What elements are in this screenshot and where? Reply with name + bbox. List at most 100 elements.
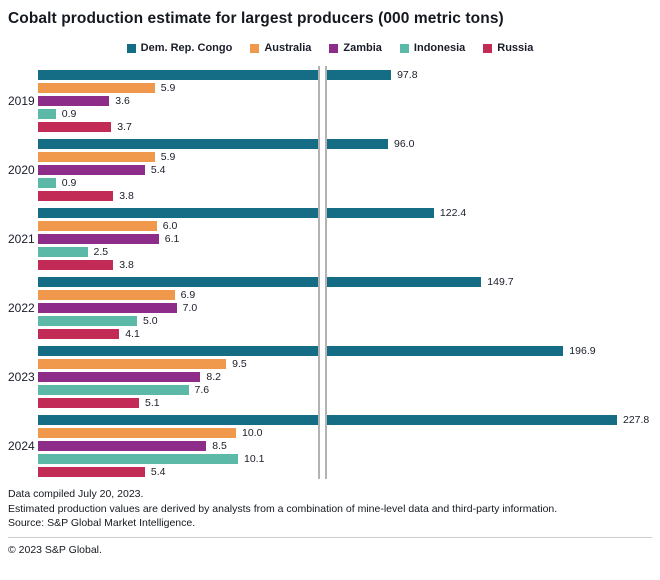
legend-swatch-icon [483, 43, 493, 53]
legend-label: Indonesia [413, 42, 466, 54]
bar-dem-rep-congo-2022 [38, 277, 482, 287]
bar-row: 5.9 [38, 151, 652, 163]
value-label: 3.6 [115, 95, 130, 107]
value-label: 4.1 [125, 328, 140, 340]
bar-row: 122.4 [38, 207, 652, 219]
value-label: 6.1 [164, 233, 180, 245]
legend-label: Zambia [343, 42, 382, 54]
bar-row: 196.9 [38, 345, 652, 357]
value-label: 5.9 [160, 151, 176, 163]
bar-row: 10.0 [38, 427, 652, 439]
legend-item-dem-rep-congo: Dem. Rep. Congo [126, 42, 233, 54]
bar-zambia-2021 [38, 234, 159, 244]
legend-item-zambia: Zambia [329, 42, 382, 54]
legend-swatch-icon [126, 43, 136, 53]
bar-indonesia-2020 [38, 178, 56, 188]
year-axis-label: 2024 [8, 439, 35, 453]
bar-row: 6.9 [38, 289, 652, 301]
footer-divider [8, 537, 652, 539]
year-group-2023: 2023 196.9 9.5 8.2 7.6 5.1 [8, 345, 652, 409]
bar-row: 10.1 [38, 453, 652, 465]
bar-australia-2020 [38, 152, 155, 162]
bar-row: 0.9 [38, 177, 652, 189]
legend-label: Dem. Rep. Congo [140, 42, 233, 54]
value-label: 5.1 [145, 397, 160, 409]
value-label: 96.0 [394, 138, 415, 150]
bar-russia-2020 [38, 191, 114, 201]
bar-row: 149.7 [38, 276, 652, 288]
bar-indonesia-2021 [38, 247, 88, 257]
value-label: 9.5 [232, 358, 247, 370]
bar-indonesia-2019 [38, 109, 56, 119]
value-label: 8.5 [212, 440, 227, 452]
bar-russia-2021 [38, 260, 114, 270]
year-axis-label: 2020 [8, 163, 35, 177]
value-label: 5.4 [150, 164, 166, 176]
bar-row: 0.9 [38, 108, 652, 120]
legend-swatch-icon [250, 43, 260, 53]
footnote-methodology: Estimated production values are derived … [8, 502, 558, 515]
bar-row: 7.0 [38, 302, 652, 314]
bar-row: 3.8 [38, 190, 652, 202]
bar-zambia-2023 [38, 372, 201, 382]
bar-dem-rep-congo-2024 [38, 415, 617, 425]
value-label: 5.4 [150, 466, 166, 478]
bar-australia-2022 [38, 290, 175, 300]
bar-indonesia-2023 [38, 385, 189, 395]
value-label: 6.0 [162, 220, 178, 232]
bar-row: 97.8 [38, 69, 652, 81]
bar-indonesia-2022 [38, 316, 137, 326]
copyright: © 2023 S&P Global. [8, 544, 102, 557]
year-axis-label: 2019 [8, 94, 35, 108]
bar-row: 5.4 [38, 466, 652, 478]
footnote-source: Source: S&P Global Market Intelligence. [8, 517, 196, 530]
value-label: 7.6 [194, 384, 210, 396]
legend-swatch-icon [399, 43, 409, 53]
bar-zambia-2020 [38, 165, 145, 175]
legend-label: Australia [264, 42, 312, 54]
value-label: 3.8 [119, 190, 134, 202]
bar-australia-2023 [38, 359, 227, 369]
bar-zambia-2024 [38, 441, 207, 451]
bar-russia-2024 [38, 467, 145, 477]
year-axis-label: 2022 [8, 301, 35, 315]
plot-area: 2019 97.8 5.9 3.6 0.9 3.7 2020 96.0 5.9 5.4 0.9 3.8… [8, 66, 652, 479]
legend: Dem. Rep. Congo Australia Zambia Indonesia R… [8, 42, 652, 54]
bar-russia-2023 [38, 398, 139, 408]
bar-australia-2024 [38, 428, 236, 438]
bar-australia-2021 [38, 221, 157, 231]
year-group-2022: 2022 149.7 6.9 7.0 5.0 4.1 [8, 276, 652, 340]
axis-break-marker [318, 66, 327, 479]
legend-swatch-icon [329, 43, 339, 53]
bar-row: 6.1 [38, 233, 652, 245]
value-label: 149.7 [487, 276, 514, 288]
bar-russia-2019 [38, 122, 112, 132]
value-label: 196.9 [569, 345, 596, 357]
value-label: 0.9 [61, 177, 77, 189]
bar-row: 4.1 [38, 328, 652, 340]
bar-dem-rep-congo-2021 [38, 208, 434, 218]
value-label: 5.9 [160, 82, 176, 94]
value-label: 2.5 [93, 246, 109, 258]
bar-dem-rep-congo-2023 [38, 346, 564, 356]
bar-row: 7.6 [38, 384, 652, 396]
bar-australia-2019 [38, 83, 155, 93]
value-label: 8.2 [206, 371, 221, 383]
legend-item-russia: Russia [483, 42, 533, 54]
value-label: 122.4 [439, 207, 467, 219]
bar-row: 8.5 [38, 440, 652, 452]
bar-row: 96.0 [38, 138, 652, 150]
year-group-2020: 2020 96.0 5.9 5.4 0.9 3.8 [8, 138, 652, 202]
value-label: 3.7 [117, 121, 132, 133]
value-label: 3.8 [119, 259, 134, 271]
value-label: 5.0 [143, 315, 158, 327]
bar-indonesia-2024 [38, 454, 238, 464]
bar-row: 3.6 [38, 95, 652, 107]
year-group-2024: 2024 227.8 10.0 8.5 10.1 5.4 [8, 414, 652, 478]
value-label: 10.0 [242, 427, 263, 439]
chart-title: Cobalt production estimate for largest p… [8, 10, 504, 27]
bar-row: 2.5 [38, 246, 652, 258]
value-label: 6.9 [180, 289, 196, 301]
bar-row: 6.0 [38, 220, 652, 232]
bar-zambia-2019 [38, 96, 110, 106]
